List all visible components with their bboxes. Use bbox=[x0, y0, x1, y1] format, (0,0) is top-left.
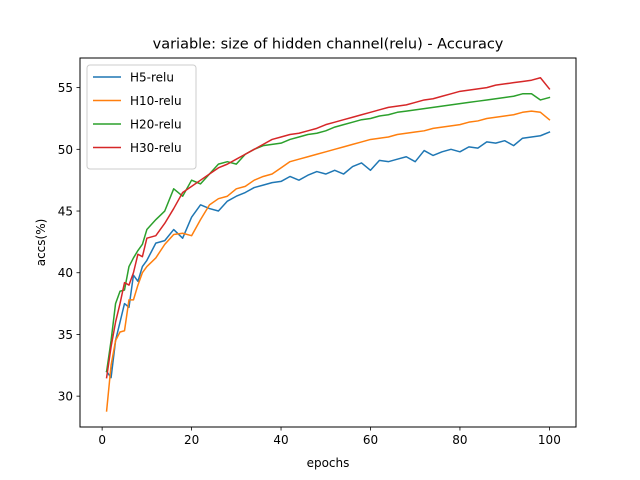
chart-title: variable: size of hidden channel(relu) -… bbox=[153, 37, 504, 53]
y-tick-label: 50 bbox=[58, 143, 73, 157]
x-axis-label: epochs bbox=[307, 456, 350, 470]
legend-label: H5-relu bbox=[130, 71, 174, 85]
x-tick-label: 0 bbox=[98, 433, 106, 447]
y-tick-label: 35 bbox=[58, 328, 73, 342]
x-axis: 0 20 40 60 80 100 bbox=[98, 427, 561, 447]
plot-frame bbox=[79, 57, 577, 428]
legend-label: H30-relu bbox=[130, 141, 182, 155]
x-tick-label: 80 bbox=[452, 433, 467, 447]
legend: H5-relu H10-relu H20-relu H30-relu bbox=[86, 64, 197, 170]
legend-box bbox=[86, 64, 197, 170]
series-line-h10-relu bbox=[105, 110, 551, 412]
series-line-h20-relu bbox=[105, 93, 551, 373]
legend-label: H10-relu bbox=[130, 94, 182, 108]
plot-area bbox=[105, 77, 551, 412]
y-tick-label: 30 bbox=[58, 390, 73, 404]
y-axis: 30 35 40 45 50 55 bbox=[58, 81, 80, 404]
series-line-h5-relu bbox=[105, 131, 551, 379]
x-tick-label: 100 bbox=[538, 433, 561, 447]
y-axis-label: accs(%) bbox=[34, 219, 48, 267]
x-tick-label: 20 bbox=[184, 433, 199, 447]
x-tick-label: 40 bbox=[273, 433, 288, 447]
y-tick-label: 55 bbox=[58, 81, 73, 95]
legend-label: H20-relu bbox=[130, 118, 182, 132]
series-line-h30-relu bbox=[105, 77, 551, 379]
y-tick-label: 40 bbox=[58, 266, 73, 280]
y-tick-label: 45 bbox=[58, 205, 73, 219]
x-tick-label: 60 bbox=[363, 433, 378, 447]
